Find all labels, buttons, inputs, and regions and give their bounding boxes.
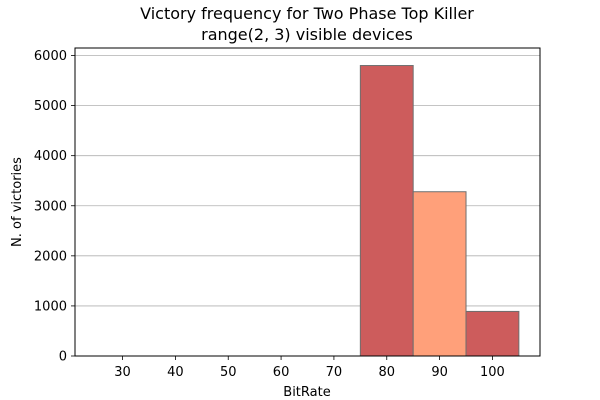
bar [465,310,520,357]
y-tick-label: 2000 [34,249,67,264]
x-axis-label: BitRate [283,385,330,400]
y-axis-ticks: 0 1000 2000 3000 4000 5000 6000 [34,49,75,365]
x-tick-label: 70 [326,365,343,380]
plot-frame [74,47,541,357]
x-tick-label: 60 [273,365,290,380]
x-tick-label: 80 [378,365,395,380]
y-tick-label: 5000 [34,99,67,114]
bar [412,191,467,357]
grid-lines [75,55,540,357]
y-tick-label: 1000 [34,299,67,314]
x-tick-label: 50 [220,365,237,380]
chart-subtitle: range(2, 3) visible devices [201,25,413,44]
y-axis-label: N. of victories [10,157,25,247]
y-tick-label: 0 [59,350,67,365]
bars [359,65,520,357]
y-tick-label: 4000 [34,149,67,164]
x-tick-label: 30 [114,365,131,380]
x-tick-label: 100 [480,365,505,380]
chart-title: Victory frequency for Two Phase Top Kill… [140,4,474,23]
y-tick-label: 3000 [34,199,67,214]
x-tick-label: 90 [431,365,448,380]
x-axis-ticks: 30 40 50 60 70 80 90 100 [114,356,505,380]
y-tick-label: 6000 [34,49,67,64]
x-tick-label: 40 [167,365,184,380]
bar [359,65,414,357]
